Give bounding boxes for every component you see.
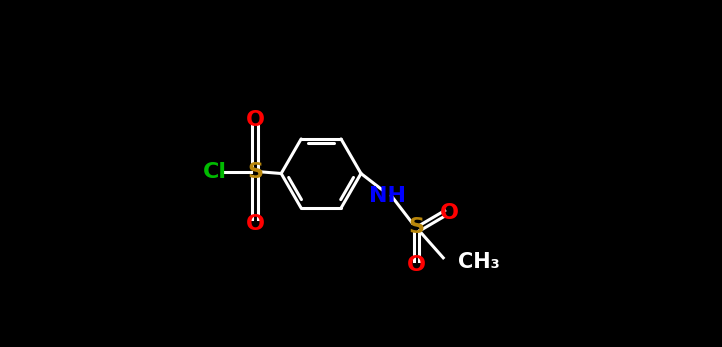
Text: S: S xyxy=(409,217,425,237)
Text: O: O xyxy=(440,203,459,223)
Text: O: O xyxy=(407,255,426,276)
Text: O: O xyxy=(245,214,265,234)
Text: Cl: Cl xyxy=(204,162,227,182)
Text: O: O xyxy=(245,110,265,130)
Text: CH₃: CH₃ xyxy=(458,252,500,272)
Text: S: S xyxy=(247,162,263,182)
Text: NH: NH xyxy=(368,186,406,206)
